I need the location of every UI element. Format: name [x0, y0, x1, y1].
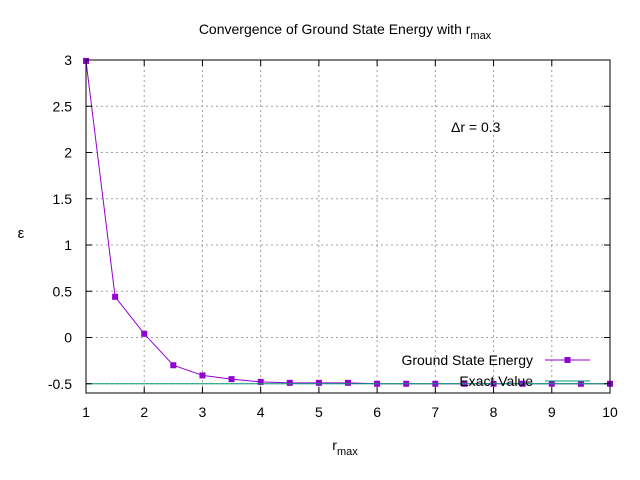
chart-title-main: Convergence of Ground State Energy with … [199, 21, 471, 37]
y-tick-label: 0 [64, 330, 72, 346]
y-tick-label: 0.5 [53, 283, 73, 299]
data-point [170, 362, 177, 369]
y-tick-label: 3 [64, 52, 72, 68]
data-point [286, 379, 293, 386]
chart-title-sub: max [470, 30, 491, 42]
legend-label: Ground State Energy [401, 352, 533, 368]
ticks: 1 2 3 4 5 6 7 8 9 10 -0.5 0 0.5 1 1.5 2 2.5 3 [48, 52, 618, 420]
x-tick-label: 2 [140, 404, 148, 420]
y-tick-label: 1 [64, 237, 72, 253]
series-line [85, 60, 610, 385]
x-axis-label-main: r [332, 437, 337, 453]
x-tick-label: 8 [490, 404, 498, 420]
data-point [345, 379, 351, 386]
data-point [112, 293, 119, 300]
plot-frame [85, 59, 611, 394]
chart-title: Convergence of Ground State Energy with … [199, 21, 492, 42]
data-point [199, 372, 206, 379]
x-tick-label: 1 [82, 404, 90, 420]
data-point [315, 379, 322, 386]
x-tick-label: 9 [548, 404, 556, 420]
y-tick-label: 2.5 [53, 98, 73, 114]
data-point [141, 330, 148, 337]
grid [86, 59, 610, 393]
series-layer [83, 57, 613, 387]
legend: Ground State Energy Exact Value [401, 352, 590, 389]
x-tick-label: 7 [431, 404, 439, 420]
x-tick-label: 10 [602, 404, 618, 420]
y-tick-label: 1.5 [53, 191, 73, 207]
data-point [228, 376, 235, 383]
y-tick-label: 2 [64, 145, 72, 161]
y-axis-label: ε [18, 225, 25, 242]
legend-label: Exact Value [459, 373, 533, 389]
data-point [257, 378, 264, 385]
legend-swatch-marker [564, 357, 571, 363]
y-tick-label: -0.5 [48, 376, 72, 392]
x-tick-label: 4 [257, 404, 265, 420]
x-tick-label: 5 [315, 404, 323, 420]
x-tick-label: 3 [199, 404, 207, 420]
x-axis-label: rmax [332, 437, 358, 458]
delta-r-annotation: Δr = 0.3 [451, 119, 501, 135]
x-tick-label: 6 [373, 404, 381, 420]
x-axis-label-sub: max [337, 446, 358, 458]
